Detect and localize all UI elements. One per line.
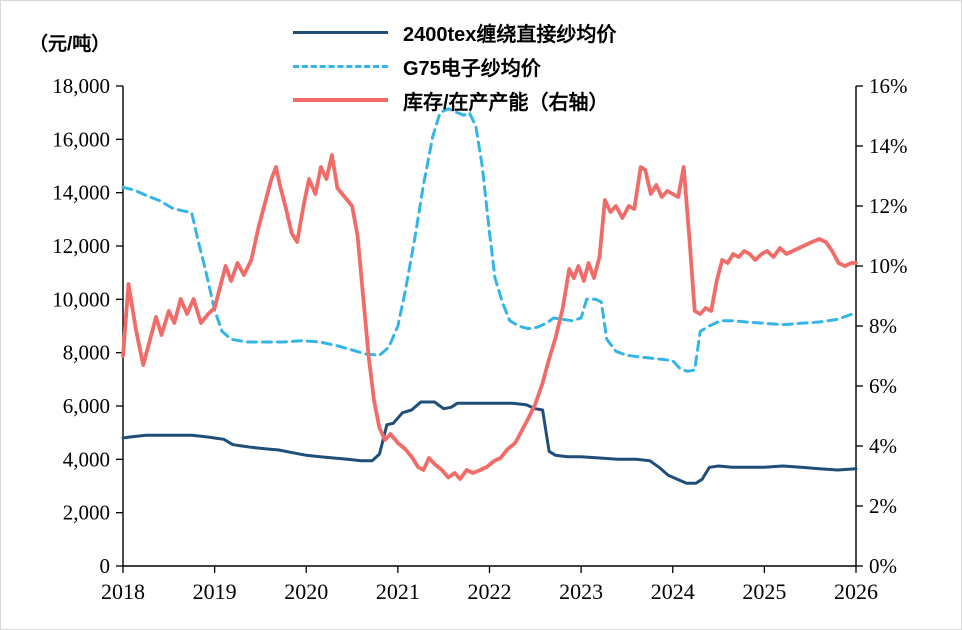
y-axis-right-tick-label: 12% [869,194,908,218]
x-axis-tick-label: 2019 [193,579,237,604]
y-axis-left-tick-label: 14,000 [52,181,110,205]
legend-line-sample-navy [293,30,388,34]
x-axis-tick-label: 2021 [376,579,420,604]
y-axis-right-tick-label: 16% [869,74,908,98]
x-axis-tick-label: 2022 [468,579,512,604]
x-axis-tick-label: 2023 [559,579,603,604]
legend-label: 库存/在产产能（右轴） [403,91,609,114]
y-axis-right-tick-label: 0% [869,554,897,578]
legend-item-g75-yarn: G75电子纱均价 [293,51,616,81]
legend-line-sample-dashed-blue [293,64,388,68]
chart-legend: 2400tex缠绕直接纱均价 G75电子纱均价 库存/在产产能（右轴） [293,17,616,115]
legend-label: 2400tex缠绕直接纱均价 [403,23,617,46]
x-axis-tick-label: 2026 [834,579,878,604]
y-axis-left-tick-label: 10,000 [52,287,110,311]
y-axis-right-tick-label: 2% [869,494,897,518]
y-axis-left-tick-label: 6,000 [63,394,110,418]
y-axis-left-tick-label: 16,000 [52,127,110,151]
legend-line-sample-red [293,98,388,102]
legend-item-inventory-capacity: 库存/在产产能（右轴） [293,85,616,115]
y-axis-right-tick-label: 14% [869,134,908,158]
y-axis-left-tick-label: 8,000 [63,341,110,365]
y-axis-right-tick-label: 8% [869,314,897,338]
y-axis-right-tick-label: 10% [869,254,908,278]
y-axis-left-tick-label: 12,000 [52,234,110,258]
series-line-0 [121,400,858,485]
x-axis-tick-label: 2024 [651,579,695,604]
y-axis-left-tick-label: 2,000 [63,501,110,525]
y-axis-right-tick-label: 6% [869,374,897,398]
legend-item-direct-yarn: 2400tex缠绕直接纱均价 [293,17,616,47]
y-axis-left-tick-label: 18,000 [52,74,110,98]
series-line-2 [121,153,858,481]
y-axis-right-tick-label: 4% [869,434,897,458]
x-axis-tick-label: 2025 [742,579,786,604]
y-axis-left-tick-label: 0 [100,554,111,578]
x-axis-tick-label: 2020 [284,579,328,604]
left-axis-unit-label: （元/吨） [29,34,111,55]
y-axis-left-tick-label: 4,000 [63,447,110,471]
x-axis-tick-label: 2018 [101,579,145,604]
legend-label: G75电子纱均价 [403,57,541,80]
series-line-1 [121,107,858,373]
